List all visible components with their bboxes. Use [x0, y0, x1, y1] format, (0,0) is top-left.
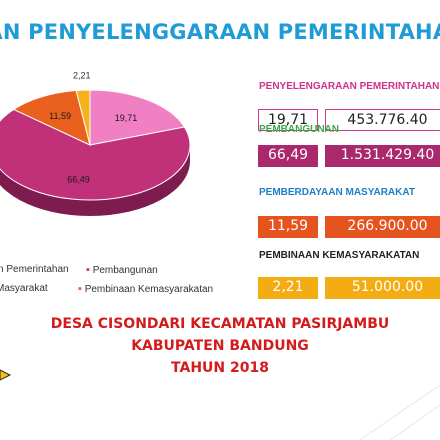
section-label-penyelenggaraan: PENYELENGARAAN PEMERINTAHAN — [259, 81, 440, 92]
legend-item-penyelenggaraan: n Pemerintahan — [0, 264, 69, 275]
footer-line-2: KABUPATEN BANDUNG — [131, 338, 309, 354]
pie-slice-pemberdayaan — [12, 89, 91, 146]
pie-value-label-pemberdayaan: 11,59 — [49, 111, 71, 121]
legend-item-pembinaan: ▪ Pembinaan Kemasyarakatan — [78, 283, 214, 295]
section-amount-penyelenggaraan: 453.776.40 — [325, 109, 440, 131]
arrow-decoration — [0, 369, 12, 381]
section-label-pemberdayaan: PEMBERDAYAAN MASYARAKAT — [259, 187, 415, 198]
section-amount-pembangunan: 1.531.429.40 — [325, 145, 440, 167]
pie-side-pembangunan — [0, 145, 190, 216]
page-title: RAN PENYELENGGARAAN PEMERINTAHAN DE — [0, 20, 440, 44]
corner-line-decoration — [359, 384, 440, 440]
section-label-pembinaan: PEMBINAAN KEMASYARAKATAN — [259, 250, 420, 261]
legend-item-pembangunan: ▪ Pembangunan — [86, 264, 158, 276]
pie-value-label-pembangunan: 66,49 — [67, 175, 90, 185]
legend-marker-pembinaan: ▪ — [78, 283, 82, 295]
legend-marker-pembangunan: ▪ — [86, 264, 90, 276]
section-label-pembangunan: PEMBANGUNAN — [259, 124, 339, 135]
pie-value-label-pembinaan: 2,21 — [73, 70, 91, 80]
pie-slice-pembinaan — [75, 89, 91, 146]
section-percent-pemberdayaan: 11,59 — [258, 216, 318, 238]
section-amount-pembinaan: 51.000.00 — [325, 277, 440, 299]
footer-line-1: DESA CISONDARI KECAMATAN PASIRJAMBU — [50, 316, 390, 332]
legend-item-pemberdayaan: Masyarakat — [0, 283, 48, 294]
footer-line-3: TAHUN 2018 — [171, 360, 269, 376]
section-amount-pemberdayaan: 266.900.00 — [325, 216, 440, 238]
section-percent-penyelenggaraan: 19,71 — [258, 109, 318, 131]
section-percent-pembangunan: 66,49 — [258, 145, 318, 167]
pie-value-label-penyelenggaraan: 19,71 — [115, 113, 138, 123]
pie-slice-pembangunan — [0, 108, 191, 201]
section-percent-pembinaan: 2,21 — [258, 277, 318, 299]
pie-chart: 19,71 66,49 11,59 2,21 — [0, 70, 191, 216]
